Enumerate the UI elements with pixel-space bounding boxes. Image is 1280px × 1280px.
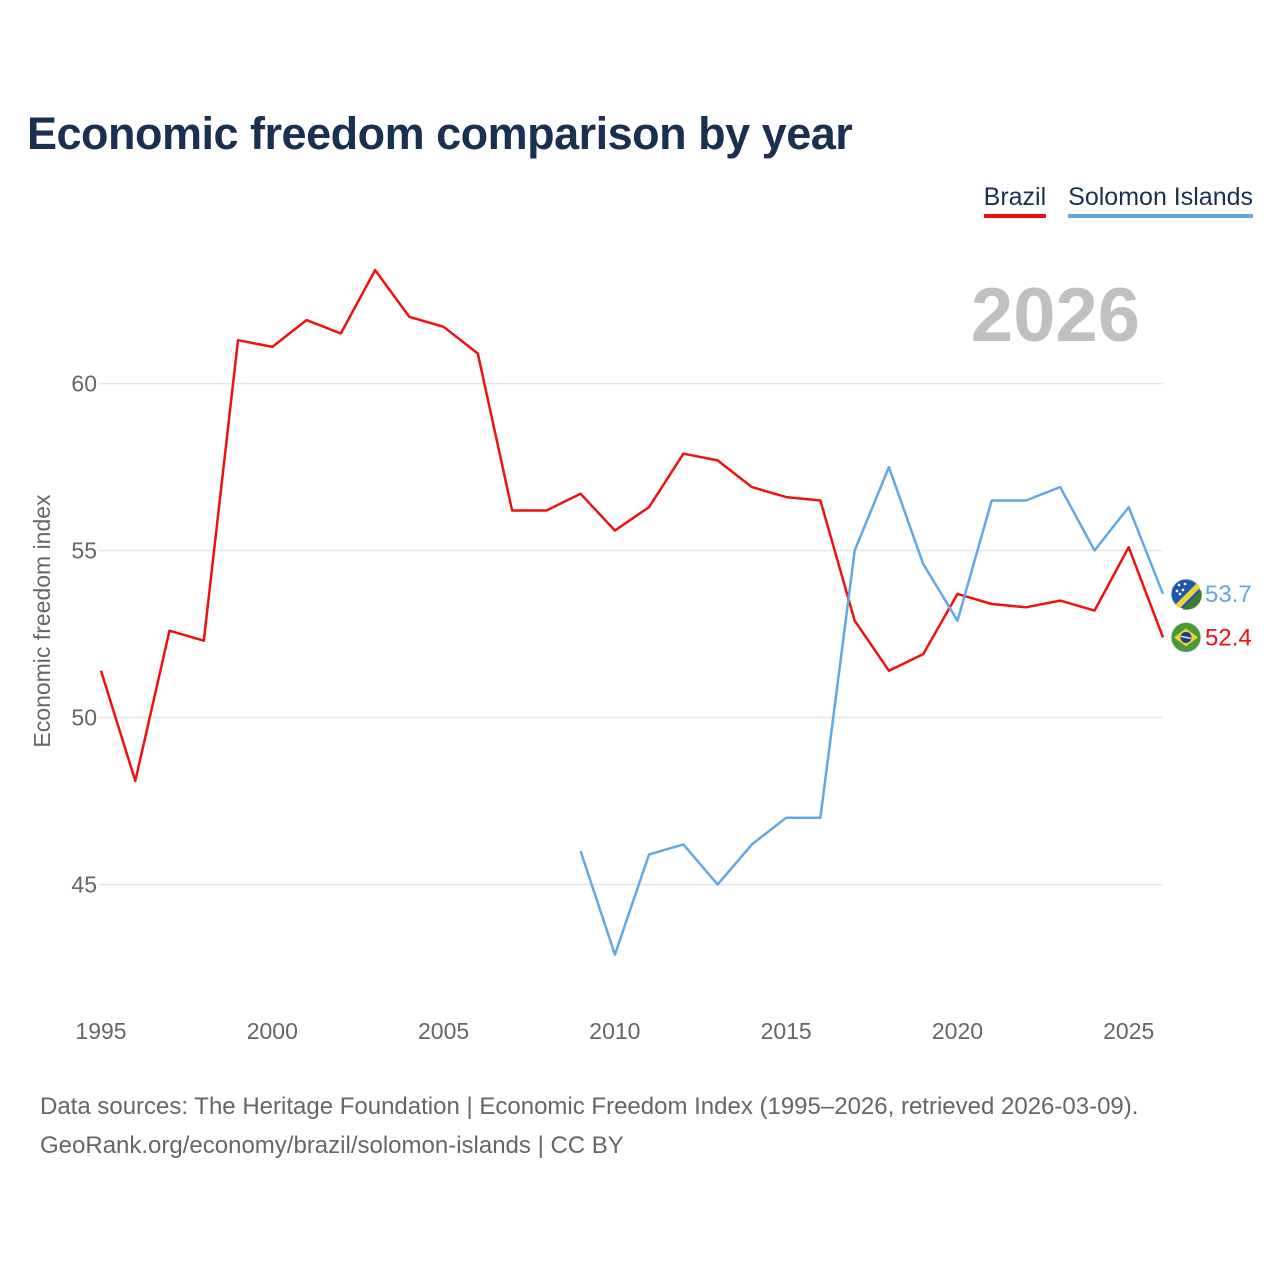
solomon-islands-flag-icon bbox=[1170, 578, 1202, 610]
series-lines bbox=[99, 268, 1165, 956]
x-tick-label: 1995 bbox=[75, 1018, 126, 1044]
footer-sources: Data sources: The Heritage Foundation | … bbox=[40, 1093, 1139, 1120]
chart-title: Economic freedom comparison by year bbox=[27, 108, 853, 159]
series-line-solomon-islands[interactable] bbox=[579, 465, 1165, 956]
y-axis-label: Economic freedom index bbox=[29, 494, 55, 748]
x-tick-label: 2000 bbox=[247, 1018, 298, 1044]
end-value-label-solomon-islands: 53.7 bbox=[1205, 581, 1252, 608]
x-tick-label: 2005 bbox=[418, 1018, 469, 1044]
line-chart: 2026 45 50 55 60 1995 2000 2005 2010 2015 2020 20… bbox=[29, 268, 1252, 1044]
gridlines bbox=[99, 382, 1163, 886]
footer: Data sources: The Heritage Foundation | … bbox=[40, 1087, 1138, 1165]
x-tick-label: 2010 bbox=[589, 1018, 640, 1044]
x-tick-label: 2020 bbox=[932, 1018, 983, 1044]
x-tick-label: 2025 bbox=[1103, 1018, 1154, 1044]
brazil-flag-icon bbox=[1170, 621, 1202, 653]
footer-credit: GeoRank.org/economy/brazil/solomon-islan… bbox=[40, 1132, 624, 1159]
x-tick-label: 2015 bbox=[761, 1018, 812, 1044]
y-tick-label: 55 bbox=[71, 538, 97, 564]
legend: Brazil Solomon Islands bbox=[983, 183, 1253, 218]
legend-item-brazil[interactable]: Brazil bbox=[983, 183, 1047, 218]
y-tick-label: 45 bbox=[71, 871, 97, 897]
year-overlay: 2026 bbox=[971, 273, 1140, 358]
series-line-brazil[interactable] bbox=[99, 268, 1165, 783]
y-tick-label: 50 bbox=[71, 704, 97, 730]
y-tick-label: 60 bbox=[71, 371, 97, 397]
end-markers: 52.4 53.7 bbox=[1170, 578, 1252, 653]
end-value-label-brazil: 52.4 bbox=[1205, 624, 1252, 651]
x-axis-ticks: 1995 2000 2005 2010 2015 2020 2025 bbox=[75, 1018, 1154, 1044]
y-axis-ticks: 45 50 55 60 bbox=[71, 371, 97, 898]
legend-item-solomon-islands[interactable]: Solomon Islands bbox=[1068, 183, 1253, 218]
